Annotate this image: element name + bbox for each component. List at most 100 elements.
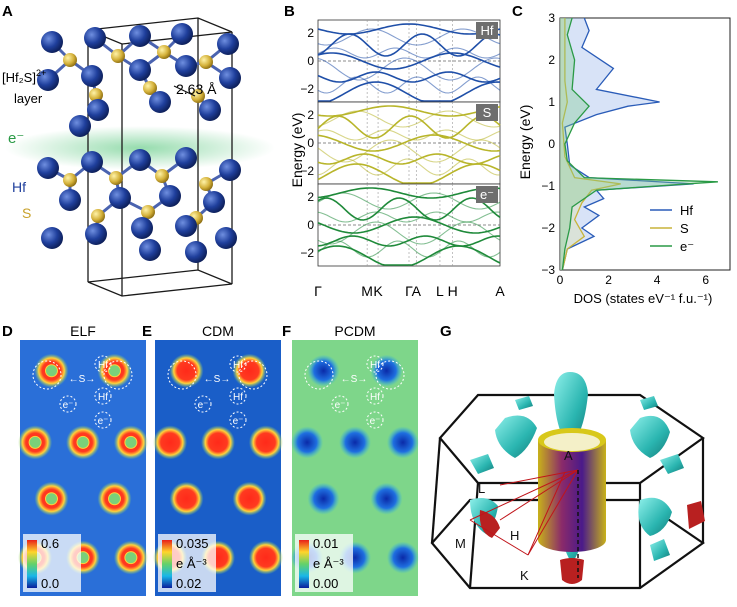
band-tag: e⁻ — [480, 187, 494, 202]
density-core — [124, 551, 138, 565]
density-maximum — [232, 353, 267, 388]
s-label: S — [22, 205, 31, 221]
density-minimum — [370, 354, 403, 387]
s-atom — [155, 169, 169, 183]
s-site-label: ←S→ — [341, 374, 368, 385]
panel-b-letter: B — [284, 3, 295, 20]
band-line — [317, 115, 501, 139]
site-marker — [94, 387, 112, 405]
hf-atom — [41, 227, 63, 249]
panel-c-ylabel: Energy (eV) — [517, 105, 533, 180]
colorbar-min: 0.00 — [313, 576, 338, 591]
site-marker — [194, 395, 212, 413]
hf-atom — [131, 217, 153, 239]
hf-site-label: Hf — [370, 360, 380, 371]
point-m-label: M — [455, 536, 466, 551]
band-line — [317, 158, 500, 176]
band-line — [317, 153, 501, 165]
density-maximum — [248, 425, 283, 460]
colorbar-max: 0.01 — [313, 536, 338, 551]
electride-cylinder — [538, 428, 606, 552]
hf-atom — [219, 67, 241, 89]
dos-series-line — [561, 17, 718, 271]
site-marker — [229, 355, 247, 373]
y-tick-label: 2 — [307, 190, 314, 204]
site-marker — [229, 387, 247, 405]
panel-letter: E — [142, 323, 152, 340]
band-line — [317, 187, 501, 199]
s-atom — [143, 81, 157, 95]
band-line — [317, 57, 501, 81]
hf-atom — [59, 189, 81, 211]
map-title: ELF — [70, 323, 96, 339]
k-point-label: L — [436, 283, 444, 299]
density-minimum — [291, 426, 324, 459]
map-title: CDM — [202, 323, 234, 339]
dos-y-tick: 3 — [548, 11, 555, 25]
panel-letter: D — [2, 323, 13, 340]
hf-atom — [37, 69, 59, 91]
panel-g: G — [430, 323, 705, 590]
density-core — [108, 492, 121, 506]
y-tick-label: −2 — [300, 246, 314, 260]
s-atom — [191, 89, 205, 103]
k-point-label: A — [495, 283, 505, 299]
y-tick-label: 0 — [307, 218, 314, 232]
band-line — [317, 197, 501, 221]
band-line — [317, 240, 501, 258]
density-maximum — [169, 481, 204, 516]
bond-length-label: 2.63 Å — [176, 81, 217, 97]
band-line — [317, 76, 501, 94]
colorbar — [162, 540, 172, 588]
site-marker — [366, 387, 384, 405]
electron-glow — [5, 126, 275, 170]
dos-y-tick: −1 — [541, 179, 555, 193]
hf-site-label: Hf — [233, 392, 243, 403]
density-maximum — [169, 353, 204, 388]
panel-c-xlabel: DOS (states eV⁻¹ f.u.⁻¹) — [574, 291, 713, 306]
e-site-label: e⁻ — [233, 416, 244, 427]
hf-atom — [199, 99, 221, 121]
s-atom — [63, 53, 77, 67]
density-minimum — [370, 482, 403, 515]
colorbar-min: 0.02 — [176, 576, 201, 591]
hf-atom — [81, 151, 103, 173]
hf-atom — [203, 191, 225, 213]
y-tick-label: 2 — [307, 108, 314, 122]
hf-atom — [129, 25, 151, 47]
density-core — [124, 435, 138, 449]
band-tag-bg — [476, 186, 498, 203]
fermi-pockets — [470, 372, 705, 584]
site-marker — [167, 360, 197, 390]
colorbar-min: 0.0 — [41, 576, 59, 591]
hf-atom — [129, 59, 151, 81]
point-h-label: H — [510, 528, 519, 543]
hf-atom — [139, 239, 161, 261]
dos-x-tick: 4 — [654, 273, 661, 287]
site-marker — [32, 360, 62, 390]
e-site-label: e⁻ — [370, 416, 381, 427]
density-minimum — [386, 426, 419, 459]
band-line — [317, 52, 501, 70]
site-marker — [103, 360, 133, 390]
k-point-label: Γ — [314, 283, 322, 299]
band-line — [317, 33, 501, 57]
hf-atom — [81, 65, 103, 87]
dos-y-tick: 0 — [548, 137, 555, 151]
s-atom — [89, 88, 103, 102]
colorbar — [299, 540, 309, 588]
k-point-label: Γ — [405, 283, 413, 299]
band-tag: Hf — [481, 23, 494, 38]
site-marker — [304, 360, 334, 390]
density-minimum — [307, 354, 340, 387]
s-site-label: ←S→ — [69, 374, 96, 385]
band-line — [317, 47, 501, 59]
e-site-label: e⁻ — [63, 400, 74, 411]
dos-axes-frame — [559, 17, 731, 271]
band-line — [317, 129, 501, 141]
hf-atom — [69, 115, 91, 137]
band-line — [317, 235, 501, 247]
